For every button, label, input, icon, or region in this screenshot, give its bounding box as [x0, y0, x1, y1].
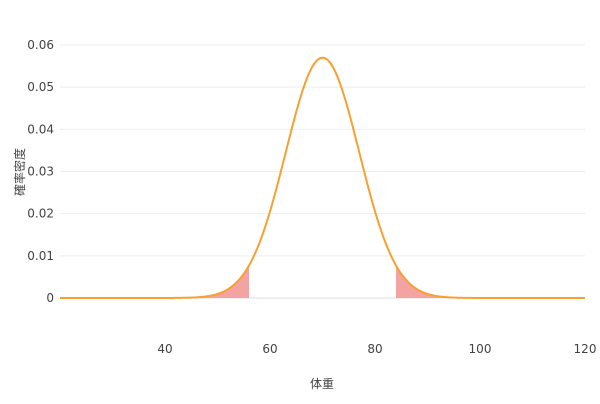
y-axis: 0 0.01 0.02 0.03 0.04 0.05 0.06 [27, 38, 54, 305]
x-tick-label: 60 [262, 342, 277, 356]
grid [60, 44, 585, 299]
shaded-regions [60, 265, 585, 298]
y-axis-label: 確率密度 [12, 148, 27, 196]
shaded-tail [60, 265, 249, 298]
y-tick-label: 0.06 [27, 38, 54, 52]
y-tick-label: 0.04 [27, 122, 54, 136]
x-tick-label: 100 [469, 342, 492, 356]
x-tick-label: 80 [367, 342, 382, 356]
y-tick-label: 0 [46, 291, 54, 305]
shaded-tail [396, 265, 585, 298]
x-axis: 40 60 80 100 120 [157, 342, 596, 356]
x-axis-label: 体重 [310, 377, 334, 391]
density-curve [60, 56, 585, 299]
x-tick-label: 120 [574, 342, 597, 356]
x-tick-label: 40 [157, 342, 172, 356]
y-tick-label: 0.01 [27, 249, 54, 263]
y-tick-label: 0.03 [27, 165, 54, 179]
y-tick-label: 0.02 [27, 207, 54, 221]
series [60, 56, 585, 299]
y-tick-label: 0.05 [27, 80, 54, 94]
